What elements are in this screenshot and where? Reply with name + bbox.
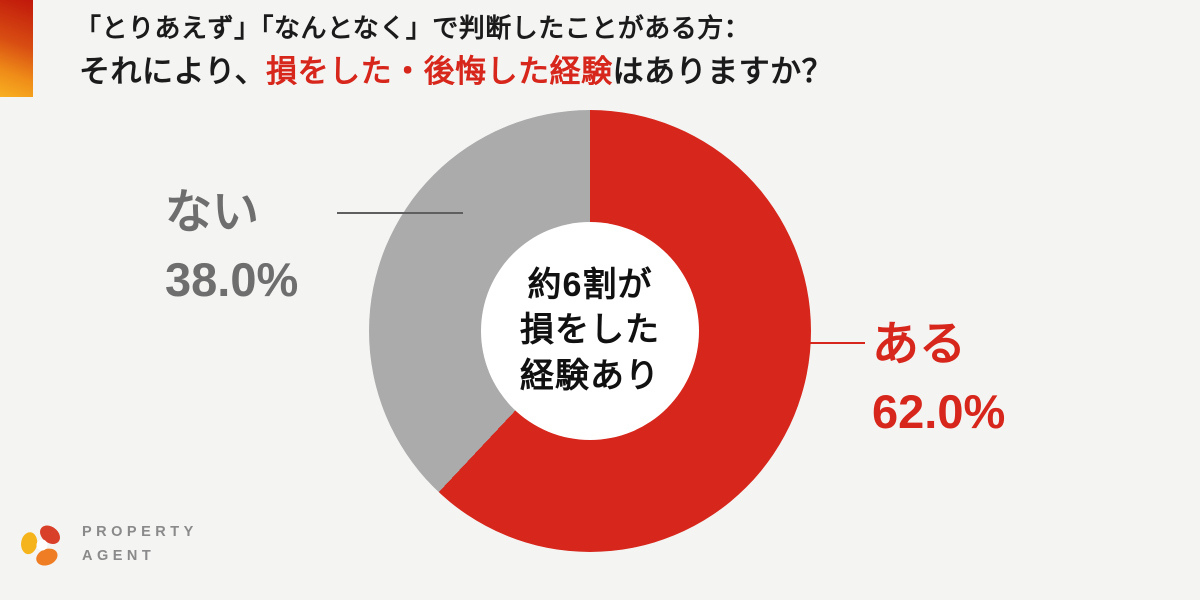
center-annotation: 約6割が 損をした 経験あり [520, 263, 660, 400]
center-annotation-line3: 経験あり [520, 356, 660, 395]
title-line2-highlight: 損をした・後悔した経験 [266, 53, 613, 89]
label-yes-percent: 62.0% [872, 384, 1006, 438]
logo-text-line1: PROPERTY [82, 524, 198, 540]
title-line2: それにより、損をした・後悔した経験はありますか？ [79, 53, 833, 90]
title-line2-prefix: それにより、 [79, 53, 267, 89]
property-agent-logo-icon [21, 525, 60, 566]
accent-gradient-bar [0, 0, 33, 97]
label-no-name: ない [165, 185, 259, 238]
leader-line-yes [794, 342, 865, 344]
logo-text: PROPERTY AGENT [82, 521, 198, 569]
donut-chart: 約6割が 損をした 経験あり [369, 110, 811, 552]
label-no: ない 38.0% [165, 178, 298, 313]
page-title: 「とりあえず」「なんとなく」で判断したことがある方： それにより、損をした・後悔… [75, 12, 833, 90]
label-no-percent: 38.0% [165, 252, 299, 306]
center-annotation-line2: 損をした [520, 311, 660, 350]
label-yes-name: ある [872, 317, 966, 370]
logo-text-line2: AGENT [82, 547, 156, 564]
title-line1: 「とりあえず」「なんとなく」で判断したことがある方： [75, 13, 751, 43]
title-line2-suffix: はありますか？ [612, 53, 834, 89]
logo: PROPERTY AGENT [20, 521, 198, 569]
label-yes: ある 62.0% [872, 310, 1005, 445]
leader-line-no [337, 212, 463, 214]
donut-hole: 約6割が 損をした 経験あり [481, 222, 699, 440]
center-annotation-line1: 約6割が [527, 265, 653, 304]
